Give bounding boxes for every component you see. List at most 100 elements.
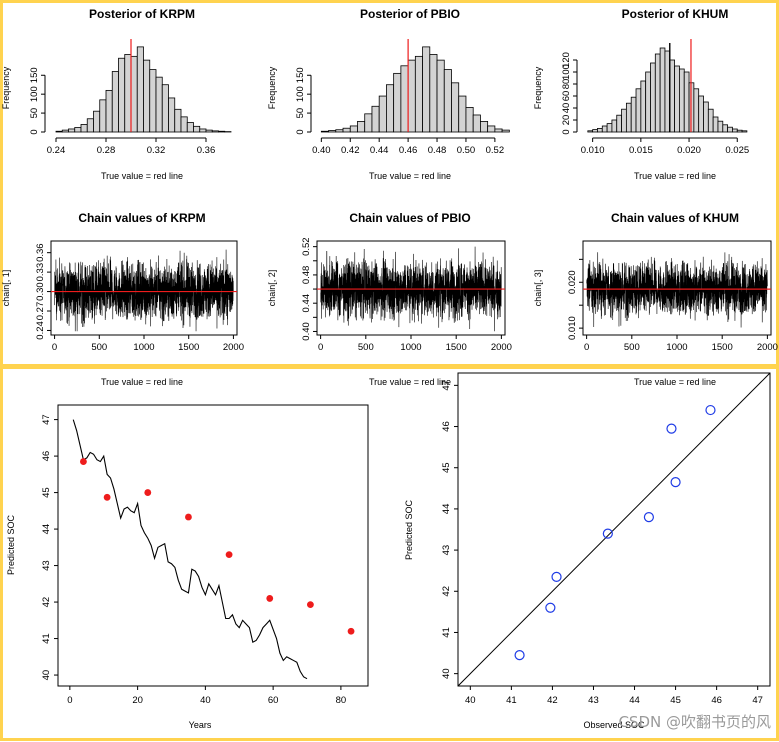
x-tick-label: 0.015 [629,145,653,156]
x-tick-label: 44 [629,695,640,706]
histogram-bar [640,80,647,133]
chart-title: Posterior of KHUM [622,7,729,21]
x-tick-label: 0 [52,342,57,353]
histogram-bar [606,123,613,133]
chart-title: Chain values of KHUM [611,211,739,225]
histogram-bar [451,82,460,133]
x-tick-label: 0.24 [47,145,66,156]
histogram-bar [155,76,163,133]
chart-trace_pbio: Chain values of PBIO True value = red lin… [267,211,512,387]
histogram-bar [342,127,351,133]
x-tick-label: 43 [588,695,599,706]
histogram-bar [371,105,380,133]
x-tick-label: 0.48 [428,145,447,156]
y-tick-label: 45 [441,462,452,473]
x-axis-label: Years [189,720,212,730]
x-tick-label: 0 [67,695,72,706]
observed-point [347,627,355,635]
y-tick-label: 0.40 [301,322,312,341]
histogram-bar [130,55,138,133]
y-tick-label: 40 [441,668,452,679]
histogram-bar [732,128,738,133]
x-axis-label: True value = red line [101,377,183,387]
y-tick-label: 43 [441,545,452,556]
histogram-bar [349,125,358,133]
chart-title: Posterior of PBIO [360,7,460,21]
scatter-point [670,477,681,488]
scatter-point [602,528,613,539]
x-tick-label: 20 [132,695,143,706]
histogram-bar [205,129,213,133]
histogram-bar [111,71,119,133]
histogram-bar [465,107,474,133]
histogram-bar [161,84,169,133]
scatter-point [551,571,562,582]
y-tick-label: 50 [29,108,40,119]
x-axis-label: True value = red line [101,171,183,181]
y-tick-label: 41 [441,627,452,638]
histogram-bar [68,128,76,133]
histogram-bar [422,46,431,133]
histogram-bar [625,102,632,133]
x-tick-label: 1000 [133,342,154,353]
x-tick-label: 1500 [446,342,467,353]
histogram-bar [74,127,82,133]
histogram-bar [186,122,194,133]
y-axis-label: Predicted SOC [404,499,414,560]
y-tick-label: 47 [41,414,52,425]
histogram-bar [320,130,329,133]
plots-group: Posterior of KRPM True value = red line Fr… [1,7,778,730]
chart-soc_time: Years Predicted SOC 0 20 40 60 80 40 41 42 43 44 45 4… [6,404,369,730]
y-tick-label: 47 [441,380,452,391]
predicted-soc-line [72,419,308,680]
y-tick-label: 50 [295,108,306,119]
x-tick-label: 46 [711,695,722,706]
histogram-bar [587,130,594,133]
histogram-bar [597,127,603,133]
histogram-bar [741,130,748,133]
x-tick-label: 0.36 [197,145,216,156]
y-tick-label: 41 [41,633,52,644]
chart-trace_khum: Chain values of KHUM True value = red lin… [533,211,778,387]
y-axis-label: Predicted SOC [6,514,16,575]
histogram-bar [736,129,743,133]
histogram-bar [199,128,207,133]
histogram-bar [118,57,126,133]
x-tick-label: 500 [91,342,107,353]
chart-hist_krpm: Posterior of KRPM True value = red line Fr… [1,7,232,181]
histogram-bar [480,121,489,133]
x-axis-label: True value = red line [369,171,451,181]
observed-point [307,601,314,609]
y-tick-label: 100 [29,86,40,102]
histogram-bar [143,59,151,133]
x-tick-label: 0.010 [581,145,605,156]
x-tick-label: 1000 [666,342,687,353]
identity-line [457,372,771,687]
x-tick-label: 80 [336,695,347,706]
y-tick-label: 150 [295,67,306,83]
bottom-frame [0,366,779,741]
scatter-point [705,404,716,416]
y-tick-label: 20 [561,115,572,126]
observed-point [103,493,111,501]
y-tick-label: 0.020 [567,270,578,294]
chart-title: Chain values of PBIO [349,211,470,225]
y-tick-label: 150 [29,67,40,83]
x-tick-label: 1000 [400,342,421,353]
histogram-bar [61,129,69,133]
x-tick-label: 0 [318,342,323,353]
histogram-bar [654,53,661,133]
histogram-bar [124,54,132,133]
observed-point [185,513,192,521]
x-axis-label: True value = red line [634,171,716,181]
histogram-bar [664,50,671,133]
x-axis-label: Observed SOC [583,720,645,730]
histogram-bar [487,125,496,133]
x-tick-label: 40 [200,695,211,706]
histogram-bar [592,129,598,133]
x-tick-label: 0.40 [312,145,331,156]
histogram-bar [707,108,714,133]
x-tick-label: 0.42 [341,145,360,156]
y-tick-label: 80 [561,79,572,90]
y-axis-label: chain[, 3] [533,270,543,307]
